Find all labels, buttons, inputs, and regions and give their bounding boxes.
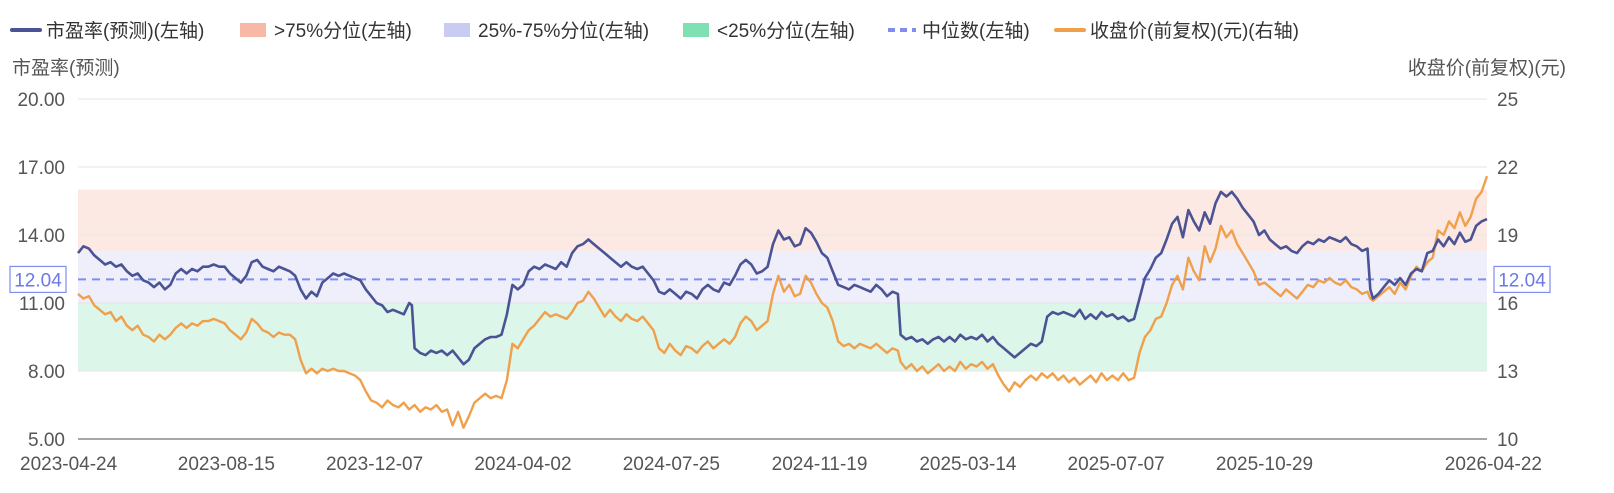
- x-tick-label: 2024-11-19: [772, 454, 868, 475]
- legend-swatch-box: [240, 23, 266, 37]
- y-right-tick-label: 19: [1497, 226, 1518, 247]
- y-left-tick-label: 14.00: [17, 226, 65, 247]
- y-left-tick-label: 20.00: [17, 90, 65, 111]
- series-layer: [76, 175, 1489, 429]
- legend-swatch-box: [683, 23, 709, 37]
- series-pe-forecast: [76, 190, 1488, 366]
- legend-label: <25%分位(左轴): [717, 20, 855, 42]
- y-left-tick-label: 11.00: [19, 294, 65, 315]
- x-tick-label: 2023-12-07: [326, 454, 423, 475]
- percentile-bands: [78, 189, 1487, 371]
- median-tag-right: [1493, 265, 1551, 294]
- series-close-price: [77, 175, 1489, 429]
- legend[interactable]: 市盈率(预测)(左轴) >75%分位(左轴) 25%-75%分位(左轴) <25%分位…: [10, 20, 1299, 42]
- median-layer: 12.04 12.04: [9, 265, 1551, 294]
- x-tick-label: 2023-08-15: [178, 454, 275, 475]
- legend-item[interactable]: 市盈率(预测)(左轴): [10, 20, 204, 42]
- y-right-tick-label: 10: [1497, 430, 1518, 451]
- y-right-axis-title: 收盘价(前复权)(元): [1408, 57, 1566, 79]
- median-value-label: 12.04: [1498, 270, 1546, 291]
- x-tick-label: 2025-03-14: [919, 454, 1017, 475]
- legend-label: 收盘价(前复权)(元)(右轴): [1090, 20, 1299, 42]
- axes: 5.00 8.00 11.00 14.00 17.00 20.00 10 13 16 19 22 25…: [17, 90, 1542, 475]
- x-tick-label: 2023-04-24: [20, 454, 118, 475]
- y-left-tick-label: 17.00: [17, 158, 65, 179]
- band-below-25: [78, 303, 1487, 371]
- band-25-75: [78, 250, 1487, 303]
- legend-item[interactable]: 中位数(左轴): [888, 20, 1030, 42]
- legend-swatch-box: [444, 23, 470, 37]
- x-tick-label: 2025-10-29: [1216, 454, 1313, 475]
- y-right-tick-label: 25: [1497, 90, 1518, 111]
- median-value-label: 12.04: [14, 270, 62, 291]
- x-tick-label: 2026-04-22: [1445, 454, 1542, 475]
- legend-item[interactable]: >75%分位(左轴): [240, 20, 412, 42]
- x-tick-label: 2024-04-02: [474, 454, 571, 475]
- x-tick-label: 2024-07-25: [623, 454, 720, 475]
- y-right-tick-label: 13: [1497, 362, 1518, 383]
- y-left-axis-title: 市盈率(预测): [12, 57, 120, 79]
- band-above-75: [78, 189, 1487, 251]
- y-right-tick-label: 22: [1497, 158, 1518, 179]
- legend-item[interactable]: <25%分位(左轴): [683, 20, 855, 42]
- legend-item[interactable]: 25%-75%分位(左轴): [444, 20, 649, 42]
- y-left-tick-label: 5.00: [28, 430, 65, 451]
- grid-lines: [78, 98, 1487, 372]
- y-left-tick-label: 8.00: [28, 362, 65, 383]
- legend-label: >75%分位(左轴): [274, 20, 412, 42]
- legend-label: 市盈率(预测)(左轴): [46, 20, 204, 42]
- legend-label: 中位数(左轴): [922, 20, 1030, 42]
- legend-label: 25%-75%分位(左轴): [478, 20, 649, 42]
- x-tick-label: 2025-07-07: [1068, 454, 1165, 475]
- legend-item[interactable]: 收盘价(前复权)(元)(右轴): [1054, 20, 1299, 42]
- median-tag-left: [9, 265, 67, 294]
- y-right-tick-label: 16: [1497, 294, 1518, 315]
